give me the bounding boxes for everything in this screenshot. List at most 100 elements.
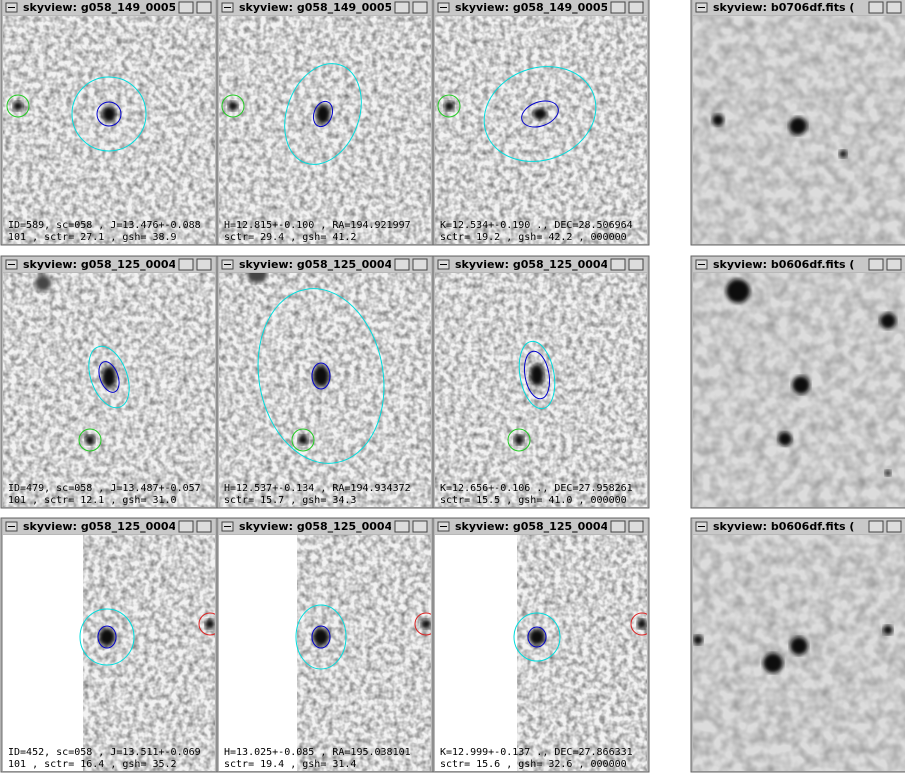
source [885, 470, 891, 476]
source [880, 313, 896, 329]
skyview-window: skyview: g058_125_0004 ID=479, sc=058 , J… [0, 255, 218, 509]
maximize-button[interactable] [886, 258, 902, 271]
aperture-outer [513, 612, 561, 662]
iconify-button[interactable] [394, 258, 410, 271]
aperture-inner [97, 625, 117, 649]
iconify-button[interactable] [868, 258, 884, 271]
star [514, 435, 524, 445]
source [763, 653, 783, 673]
blank-region [435, 535, 517, 771]
iconify-button[interactable] [178, 258, 194, 271]
skyview-window: skyview: g058_125_0004 H=12.537+-0.134 , … [216, 255, 434, 509]
caption-line: 101 , sctr= 16.4 , gsh= 35.2 [8, 759, 177, 770]
maximize-button[interactable] [196, 1, 212, 14]
iconify-button[interactable] [868, 520, 884, 533]
caption-line: K=12.534+-0.190 ., DEC=28.506964 [440, 220, 633, 231]
marker-circle [291, 428, 315, 452]
title-bar [3, 257, 215, 272]
marker-circle [198, 612, 215, 636]
aperture-outer [518, 340, 556, 410]
iconify-button[interactable] [178, 1, 194, 14]
source [693, 635, 703, 645]
aperture-outer [257, 288, 385, 464]
star [444, 101, 454, 111]
title-bar [3, 0, 215, 15]
maximize-button[interactable] [412, 520, 428, 533]
iconify-button[interactable] [610, 520, 626, 533]
image-noise [3, 273, 215, 507]
marker-circle [78, 428, 102, 452]
caption-line: H=12.537+-0.134 , RA=194.934372 [224, 483, 411, 494]
maximize-button[interactable] [628, 1, 644, 14]
title-bar [435, 519, 647, 534]
title-bar [693, 519, 905, 534]
blank-region [3, 535, 83, 771]
iconify-button[interactable] [394, 520, 410, 533]
iconify-button[interactable] [394, 1, 410, 14]
maximize-button[interactable] [628, 258, 644, 271]
aperture-inner [523, 350, 551, 400]
caption-line: H=12.815+-0.100 , RA=194.921997 [224, 220, 411, 231]
source [726, 279, 750, 303]
source [313, 365, 329, 387]
marker-circle [221, 94, 245, 118]
source [316, 104, 330, 124]
star [205, 619, 215, 629]
source [792, 376, 810, 394]
maximize-button[interactable] [412, 258, 428, 271]
maximize-button[interactable] [886, 1, 902, 14]
skyview-window: skyview: g058_125_0004 ID=452, sc=058 , J… [0, 517, 218, 773]
iconify-button[interactable] [610, 1, 626, 14]
marker-circle [437, 94, 461, 118]
caption-line: H=13.025+-0.085 , RA=195.038101 [224, 747, 411, 758]
source [529, 629, 545, 645]
skyview-window: skyview: g058_149_0005 ID=589, sc=058 , J… [0, 0, 218, 246]
skyview-window: skyview: g058_125_0004 K=12.656+-0.106 .,… [432, 255, 650, 509]
source [883, 625, 893, 635]
iconify-button[interactable] [868, 1, 884, 14]
star [298, 435, 308, 445]
window-title: skyview: g058_149_0005 [455, 1, 608, 14]
window-title: skyview: g058_149_0005 [239, 1, 392, 14]
source [102, 106, 116, 122]
iconify-button[interactable] [610, 258, 626, 271]
caption-line: ID=479, sc=058 , J=13.487+-0.057 [8, 483, 201, 494]
aperture-outer [483, 66, 597, 162]
maximize-button[interactable] [886, 520, 902, 533]
source [313, 628, 329, 646]
caption-line: sctr= 15.7 , gsh= 34.3 [224, 495, 356, 506]
maximize-button[interactable] [412, 1, 428, 14]
image-area [693, 273, 905, 507]
caption-line: K=12.656+-0.106 ., DEC=27.958261 [440, 483, 633, 494]
aperture-inner [98, 361, 120, 393]
source [789, 117, 807, 135]
caption-line: 101 , sctr= 27.1 , gsh= 38.9 [8, 232, 177, 243]
maximize-button[interactable] [196, 258, 212, 271]
window-title: skyview: g058_125_0004 [239, 520, 393, 533]
iconify-button[interactable] [178, 520, 194, 533]
star [228, 101, 238, 111]
skyview-window: skyview: g058_125_0004 K=12.999+-0.137 .,… [432, 517, 650, 773]
aperture-inner [312, 100, 334, 128]
image-noise [219, 16, 431, 244]
marker-circle [6, 94, 30, 118]
source [99, 628, 115, 646]
maximize-button[interactable] [196, 520, 212, 533]
source [247, 273, 267, 283]
title-bar [435, 0, 647, 15]
source [790, 637, 808, 655]
maximize-button[interactable] [628, 520, 644, 533]
window-title: skyview: g058_125_0004 [455, 258, 609, 271]
image-area [693, 535, 905, 771]
star [13, 101, 23, 111]
skyview-window: skyview: g058_125_0004 H=13.025+-0.085 , … [216, 517, 434, 773]
marker-circle [414, 612, 431, 636]
source [839, 150, 847, 158]
